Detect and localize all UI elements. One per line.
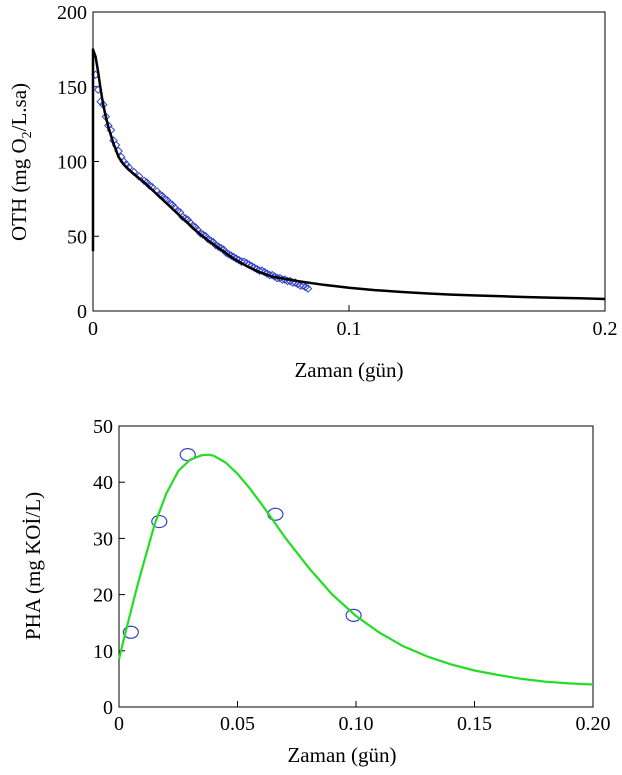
- pha-chart: 0 0.05 0.10 0.15 0.20 0 10 20 30 40 50 Zaman (gün)…: [21, 416, 611, 767]
- oth-y-label-part-2: /L.sa): [7, 83, 31, 131]
- pha-x-tick-label: 0.15: [457, 713, 492, 735]
- oth-x-axis-label: Zaman (gün): [294, 358, 403, 382]
- pha-y-tick-label: 50: [93, 416, 113, 438]
- oth-y-tick-label: 100: [57, 152, 87, 174]
- pha-x-tick-label: 0.20: [576, 713, 611, 735]
- pha-y-tick-label: 40: [93, 472, 113, 494]
- oth-y-label-part-1: OTH (mg O: [7, 138, 31, 241]
- pha-x-tick-label: 0.05: [220, 713, 255, 735]
- oth-y-label-subscript: 2: [20, 131, 35, 138]
- oth-axes-ticks: 0 0.1 0.2 0 50 100 150 200: [57, 2, 618, 340]
- oth-fit-line: [91, 48, 606, 301]
- pha-data-point: [151, 514, 168, 529]
- oth-data-point: [296, 281, 305, 290]
- oth-x-tick-label: 0.1: [337, 318, 362, 340]
- oth-data-point: [252, 264, 262, 274]
- pha-fit-line: [117, 453, 594, 686]
- oth-y-axis-label: OTH (mg O2/L.sa): [7, 83, 35, 241]
- pha-y-tick-label: 30: [93, 528, 113, 550]
- pha-data-point: [345, 608, 362, 622]
- oth-chart: 0 0.1 0.2 0 50 100 150 200 Zaman (gün) OTH (mg …: [7, 2, 618, 382]
- pha-series-group: [117, 448, 594, 686]
- pha-x-axis-label: Zaman (gün): [287, 743, 396, 767]
- oth-data-point: [255, 266, 264, 275]
- oth-series-group: [91, 48, 606, 301]
- oth-data-point: [262, 269, 272, 278]
- pha-axes-ticks: 0 0.05 0.10 0.15 0.20 0 10 20 30 40 50: [93, 416, 611, 735]
- oth-y-tick-label: 0: [77, 301, 87, 323]
- pha-data-point: [267, 507, 284, 521]
- oth-data-point: [301, 282, 310, 292]
- oth-data-point: [249, 263, 259, 272]
- oth-y-tick-label: 200: [57, 2, 87, 24]
- pha-y-tick-label: 20: [93, 585, 113, 607]
- oth-data-point: [267, 270, 277, 280]
- oth-y-tick-label: 50: [67, 226, 87, 248]
- pha-data-point: [122, 625, 139, 639]
- pha-plot-frame: [118, 425, 594, 708]
- oth-data-point: [303, 284, 313, 293]
- oth-plot-frame: [92, 11, 606, 312]
- oth-x-tick-label: 0: [88, 318, 98, 340]
- pha-y-tick-label: 0: [103, 697, 113, 719]
- pha-x-tick-label: 0.10: [339, 713, 374, 735]
- oth-y-tick-label: 150: [57, 77, 87, 99]
- oth-data-point: [298, 281, 308, 290]
- pha-y-tick-label: 10: [93, 641, 113, 663]
- pha-y-axis-label: PHA (mg KOİ/L): [21, 492, 45, 640]
- oth-data-point: [293, 279, 303, 289]
- pha-x-tick-label: 0: [114, 713, 124, 735]
- oth-x-tick-label: 0.2: [593, 318, 618, 340]
- oth-data-point: [260, 267, 269, 277]
